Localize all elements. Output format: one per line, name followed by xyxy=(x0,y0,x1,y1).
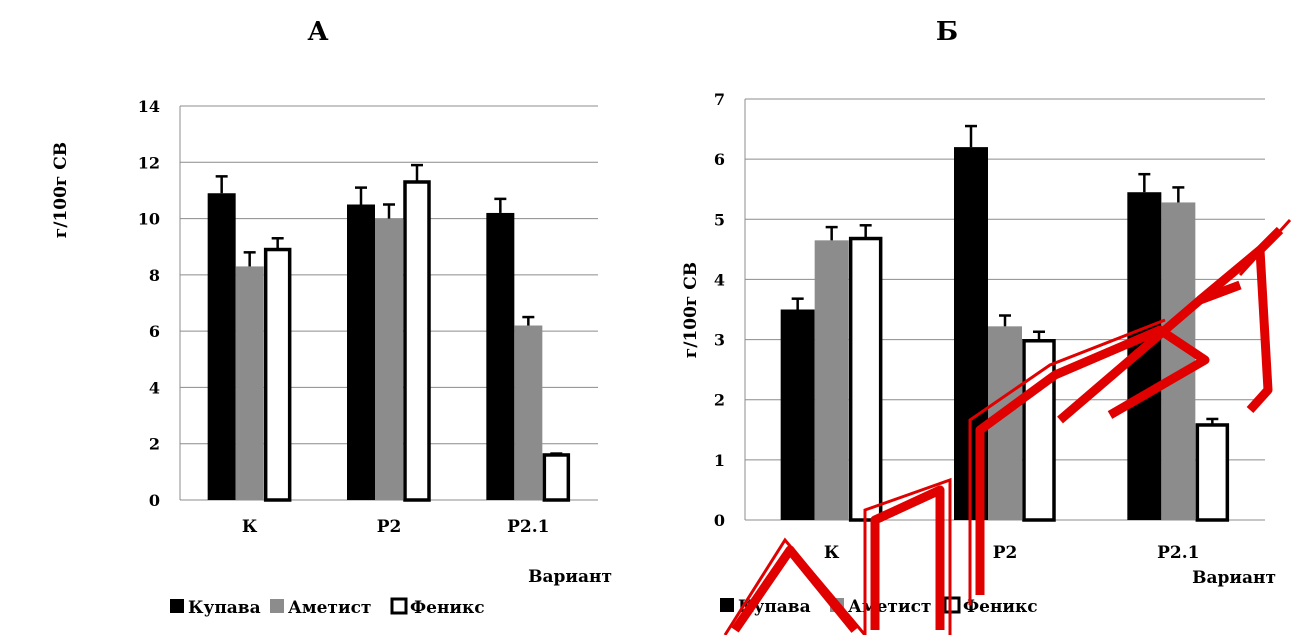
bar xyxy=(235,266,264,500)
bar xyxy=(1161,202,1196,520)
bar xyxy=(1195,423,1230,522)
legend-label: Феникс xyxy=(963,597,1038,617)
bar xyxy=(263,247,292,502)
y-tick-label: 8 xyxy=(149,266,160,285)
y-tick-label: 4 xyxy=(149,378,160,397)
y-tick-label: 4 xyxy=(714,270,725,289)
chart-title: Б xyxy=(936,17,958,47)
y-tick-label: 5 xyxy=(714,210,725,229)
y-tick-label: 0 xyxy=(149,491,160,510)
y-tick-label: 2 xyxy=(149,435,160,454)
bar xyxy=(403,180,431,502)
bar xyxy=(486,212,515,500)
x-axis-label: Вариант xyxy=(1192,568,1276,588)
legend-swatch xyxy=(720,598,734,612)
bar xyxy=(848,236,883,522)
y-tick-label: 0 xyxy=(714,511,725,530)
y-tick-label: 12 xyxy=(138,153,160,172)
y-tick-label: 2 xyxy=(714,391,725,410)
bar xyxy=(1022,339,1056,522)
chart-a: А 0 2 4 6 8 10 12 14 г/100г СВ Вариант К Р2 Р2.1 Купав… xyxy=(51,17,612,618)
y-tick-label: 7 xyxy=(714,90,725,109)
category-label: Р2.1 xyxy=(1157,543,1199,563)
y-axis-label: г/100г СВ xyxy=(681,262,701,358)
chart-title: А xyxy=(307,17,328,47)
y-tick-label: 3 xyxy=(714,331,725,350)
y-axis-label: г/100г СВ xyxy=(51,142,71,238)
category-label: Р2 xyxy=(993,543,1018,563)
legend-swatch xyxy=(943,596,961,614)
legend-label: Аметист xyxy=(288,598,371,618)
bar xyxy=(1127,192,1162,520)
bar xyxy=(207,193,236,500)
bar xyxy=(988,326,1022,520)
category-label: Р2.1 xyxy=(507,517,549,537)
bar xyxy=(375,218,403,501)
category-label: К xyxy=(242,517,258,537)
legend-label: Купава xyxy=(188,598,261,618)
bar xyxy=(954,147,988,520)
chart-b: Б 0 1 2 3 4 5 6 7 г/100г СВ Вариант К Р2 Р2.1 Купава Ам… xyxy=(681,17,1276,617)
y-tick-label: 6 xyxy=(149,322,160,341)
legend-swatch xyxy=(390,597,408,615)
y-tick-label: 6 xyxy=(714,150,725,169)
bar xyxy=(780,309,815,520)
bar xyxy=(542,453,571,502)
bar xyxy=(347,204,375,500)
category-label: К xyxy=(824,543,840,563)
legend-label: Купава xyxy=(738,597,811,617)
legend-label: Аметист xyxy=(848,597,931,617)
y-tick-label: 14 xyxy=(138,97,160,116)
category-label: Р2 xyxy=(377,517,402,537)
y-tick-label: 10 xyxy=(138,210,160,229)
bar xyxy=(514,325,543,500)
y-tick-label: 1 xyxy=(714,451,725,470)
legend-swatch xyxy=(270,599,284,613)
legend-label: Феникс xyxy=(410,598,485,618)
legend-swatch xyxy=(170,599,184,613)
x-axis-label: Вариант xyxy=(528,567,612,587)
bar xyxy=(814,240,849,521)
legend-swatch xyxy=(830,598,844,612)
